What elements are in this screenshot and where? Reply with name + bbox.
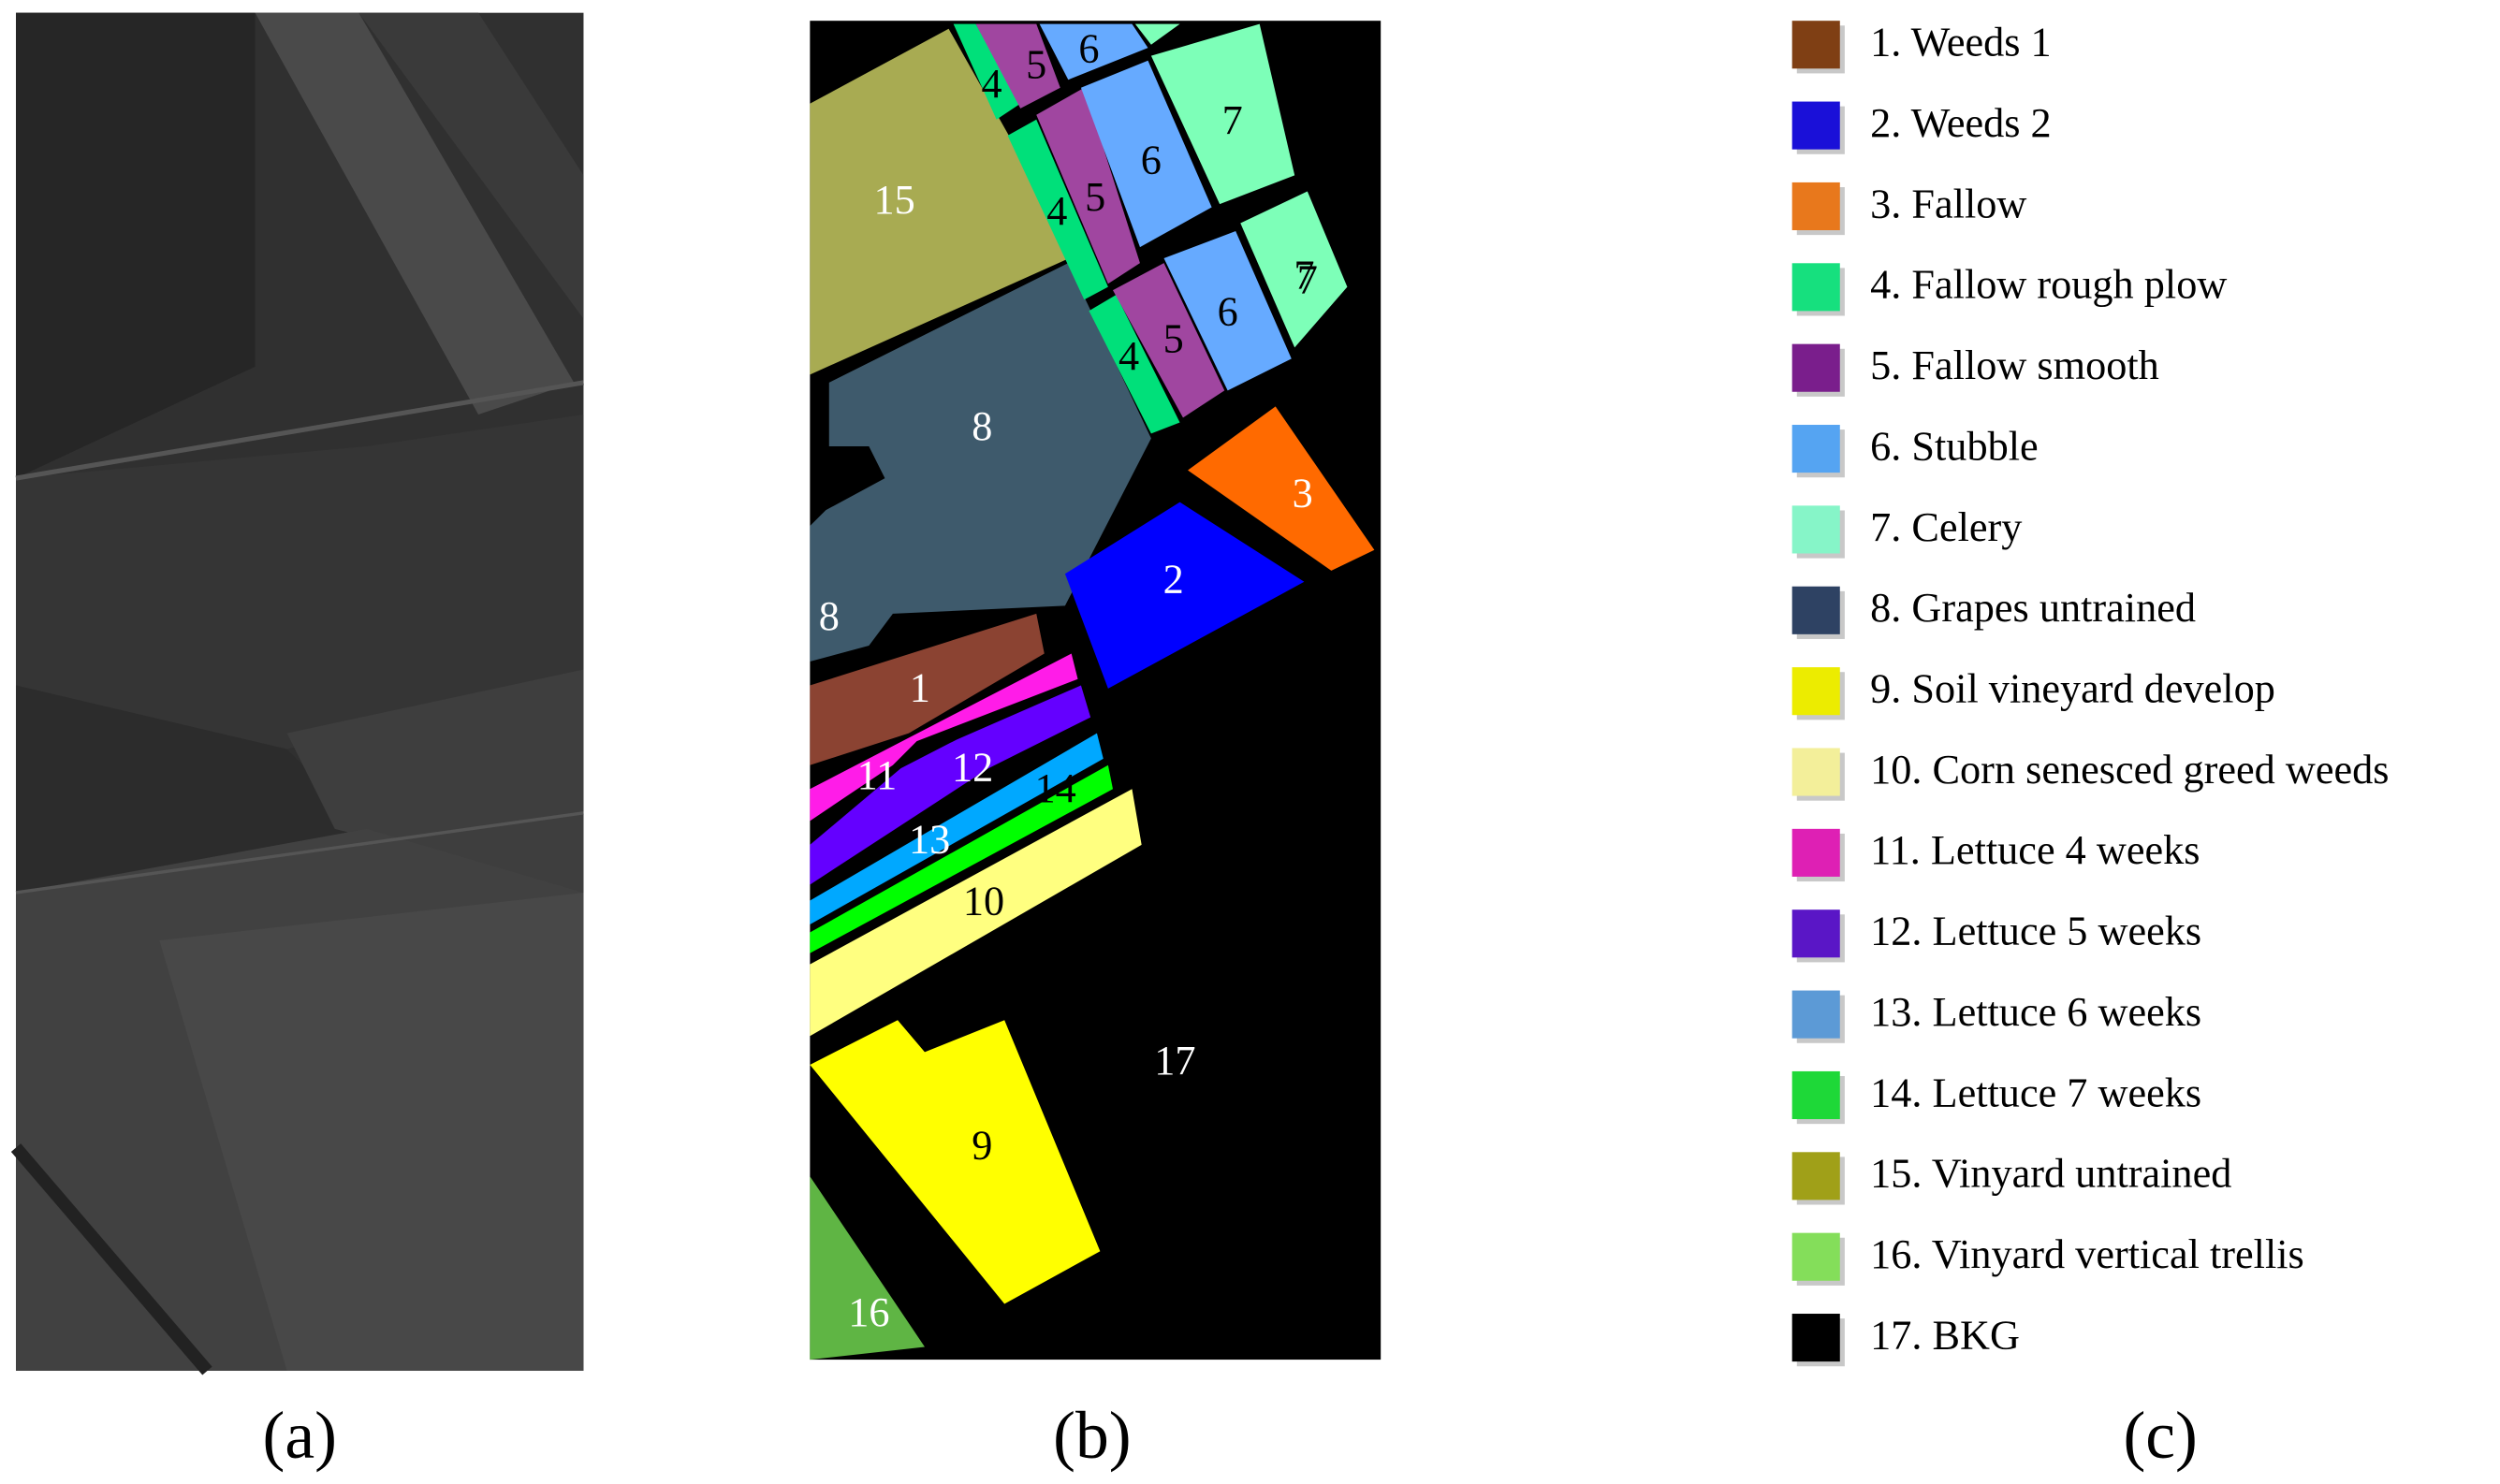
legend-swatch xyxy=(1791,21,1840,69)
map-label: 13 xyxy=(909,816,950,862)
legend-label: 6. Stubble xyxy=(1870,423,2039,469)
legend-label: 10. Corn senesced greed weeds xyxy=(1870,747,2389,793)
satellite-image xyxy=(10,12,584,1375)
map-label: 4 xyxy=(1046,188,1067,234)
map-label: 8 xyxy=(819,593,840,639)
legend-swatch xyxy=(1791,1314,1840,1362)
legend-swatch xyxy=(1791,828,1840,877)
map-label: 6 xyxy=(1218,288,1238,334)
map-label: 1 xyxy=(910,664,930,710)
legend-swatch xyxy=(1791,748,1840,796)
legend-label: 1. Weeds 1 xyxy=(1870,20,2052,65)
map-label: 11 xyxy=(857,752,898,798)
map-label: 8 xyxy=(972,403,992,449)
legend-label: 7. Celery xyxy=(1870,504,2022,550)
legend-label: 8. Grapes untrained xyxy=(1870,585,2196,631)
legend-swatch xyxy=(1791,182,1840,231)
panel-label: (a) xyxy=(263,1399,337,1473)
map-label: 16 xyxy=(848,1289,889,1335)
map-label: 4 xyxy=(981,61,1001,107)
ground-truth-map xyxy=(810,21,1382,1360)
map-label: 7 xyxy=(1294,252,1314,298)
map-label: 7 xyxy=(1297,256,1318,302)
legend-label: 15. Vinyard untrained xyxy=(1870,1151,2231,1197)
map-label: 4 xyxy=(1118,333,1139,379)
map-label: 5 xyxy=(1163,315,1184,361)
legend-swatch xyxy=(1791,909,1840,958)
legend: 1. Weeds 1 2. Weeds 2 3. Fallow 4. Fallow r… xyxy=(1791,20,2389,1367)
legend-swatch xyxy=(1791,425,1840,473)
legend-label: 14. Lettuce 7 weeks xyxy=(1870,1069,2201,1115)
legend-swatch xyxy=(1791,1232,1840,1281)
legend-swatch xyxy=(1791,667,1840,716)
legend-swatch xyxy=(1791,1070,1840,1120)
map-label: 2 xyxy=(1163,557,1184,603)
legend-label: 2. Weeds 2 xyxy=(1870,100,2052,146)
legend-label: 11. Lettuce 4 weeks xyxy=(1870,827,2200,873)
legend-swatch xyxy=(1791,1152,1840,1200)
map-label: 5 xyxy=(1026,41,1046,87)
legend-swatch xyxy=(1791,263,1840,312)
legend-label: 17. BKG xyxy=(1870,1312,2020,1358)
legend-label: 9. Soil vineyard develop xyxy=(1870,666,2275,712)
legend-label: 13. Lettuce 6 weeks xyxy=(1870,989,2201,1035)
map-label: 9 xyxy=(972,1122,992,1168)
map-label: 10 xyxy=(963,879,1004,924)
legend-label: 16. Vinyard vertical trellis xyxy=(1870,1231,2304,1277)
legend-label: 12. Lettuce 5 weeks xyxy=(1870,909,2201,954)
legend-swatch xyxy=(1791,343,1840,392)
legend-label: 3. Fallow xyxy=(1870,181,2026,226)
map-label: 15 xyxy=(873,177,914,223)
legend-label: 5. Fallow smooth xyxy=(1870,342,2159,388)
panel-label: (c) xyxy=(2123,1399,2197,1473)
legend-swatch xyxy=(1791,990,1840,1039)
map-label: 14 xyxy=(1035,765,1076,811)
legend-label: 4. Fallow rough plow xyxy=(1870,262,2227,308)
map-label: 17 xyxy=(1154,1038,1195,1084)
map-label: 6 xyxy=(1078,25,1099,71)
panel-label: (b) xyxy=(1053,1399,1131,1473)
legend-swatch xyxy=(1791,586,1840,634)
map-label: 6 xyxy=(1141,138,1162,183)
legend-swatch xyxy=(1791,101,1840,150)
legend-swatch xyxy=(1791,505,1840,554)
map-label: 12 xyxy=(952,745,993,791)
map-label: 3 xyxy=(1293,471,1313,516)
map-label: 5 xyxy=(1085,174,1105,220)
map-label: 7 xyxy=(1222,97,1243,143)
